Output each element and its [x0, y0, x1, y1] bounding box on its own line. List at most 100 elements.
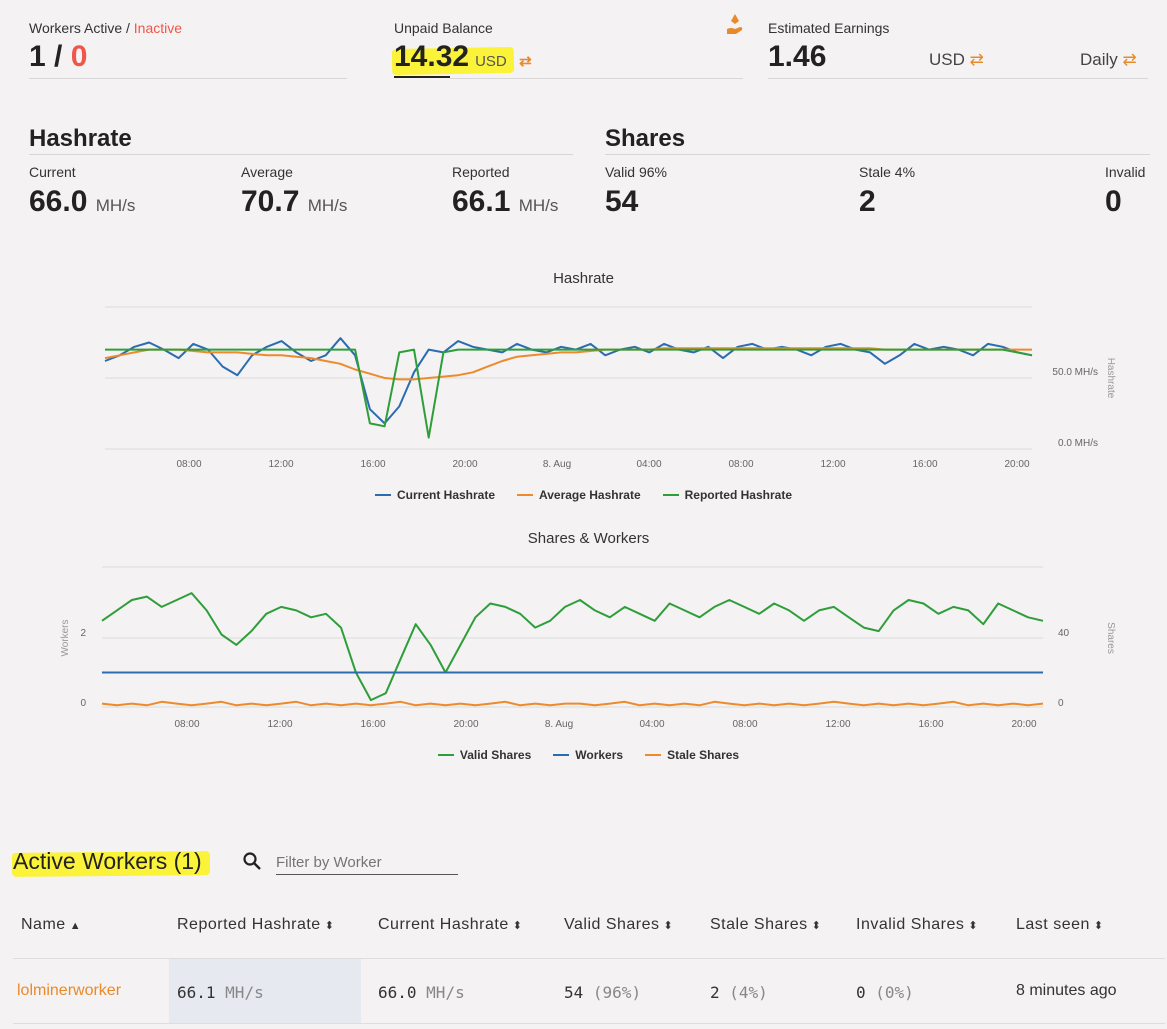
sort-icon[interactable]: ⬍: [324, 920, 335, 932]
column-current-hashrate[interactable]: Current Hashrate ⬍: [378, 916, 523, 933]
x-tick-label: 12:00: [268, 459, 293, 470]
x-tick-label: 20:00: [1011, 719, 1036, 730]
hashrate-average-label: Average: [241, 164, 293, 180]
legend-stale-shares[interactable]: Stale Shares: [645, 748, 739, 762]
divider: [29, 154, 573, 155]
sort-icon[interactable]: ⬍: [968, 920, 979, 932]
cell-valid-shares: 54 (96%): [564, 983, 642, 1002]
series-line-reported-hashrate: [105, 348, 1033, 439]
worker-filter-input[interactable]: [276, 850, 458, 875]
column-valid-shares[interactable]: Valid Shares ⬍: [564, 916, 674, 933]
cell-reported-hashrate: 66.1 MH/s: [177, 983, 264, 1002]
swap-icon[interactable]: ⇄: [519, 53, 532, 70]
hashrate-current-value: 66.0 MH/s: [29, 185, 136, 218]
legend-valid-shares[interactable]: Valid Shares: [437, 748, 531, 762]
hashrate-chart: 08:00 12:00 16:00 20:00 8. Aug 04:00 08:00 12:0…: [104, 306, 1116, 470]
column-invalid-shares[interactable]: Invalid Shares ⬍: [856, 916, 979, 933]
legend-reported-hashrate[interactable]: Reported Hashrate: [662, 488, 792, 502]
divider: [450, 78, 743, 79]
legend-average-hashrate[interactable]: Average Hashrate: [517, 488, 641, 502]
divider: [768, 78, 1148, 79]
x-tick-label: 16:00: [912, 459, 937, 470]
hashrate-current-label: Current: [29, 164, 76, 180]
shares-valid-label: Valid 96%: [605, 164, 668, 180]
swap-icon[interactable]: ⇄: [1122, 50, 1137, 69]
swap-icon[interactable]: ⇄: [969, 50, 984, 69]
series-line-current-hashrate: [104, 337, 1033, 425]
hashrate-average-value: 70.7 MH/s: [241, 185, 348, 218]
divider: [605, 154, 1150, 155]
shares-chart-title: Shares & Workers: [527, 530, 650, 547]
unpaid-balance-label: Unpaid Balance: [394, 20, 493, 36]
x-tick-label: 04:00: [639, 719, 664, 730]
workers-inactive-label: Inactive: [133, 20, 183, 36]
x-tick-label: 12:00: [820, 459, 845, 470]
y-axis-label: Hashrate: [1105, 358, 1116, 399]
shares-stale-label: Stale 4%: [859, 164, 916, 180]
cell-current-hashrate: 66.0 MH/s: [378, 983, 465, 1002]
x-tick-label: 20:00: [452, 459, 477, 470]
legend-workers[interactable]: Workers: [553, 748, 623, 762]
sort-icon[interactable]: ⬍: [811, 920, 822, 932]
x-tick-label: 12:00: [825, 719, 850, 730]
hashrate-legend: Current Hashrate Average Hashrate Report…: [0, 488, 1167, 502]
hashrate-chart-title: Hashrate: [553, 270, 614, 287]
sort-icon[interactable]: ⬍: [512, 920, 523, 932]
legend-current-hashrate[interactable]: Current Hashrate: [374, 488, 495, 502]
column-name[interactable]: Name ▲: [21, 916, 82, 933]
table-row[interactable]: [13, 958, 1165, 1024]
shares-invalid-value: 0: [1105, 185, 1122, 218]
column-reported-hashrate[interactable]: Reported Hashrate ⬍: [177, 916, 335, 933]
estimated-earnings-value: 1.46: [768, 40, 827, 73]
sorted-column-highlight: [169, 959, 361, 1023]
worker-name-link[interactable]: lolminerworker: [17, 982, 122, 999]
cell-last-seen: 8 minutes ago: [1016, 982, 1117, 999]
active-workers-title: Active Workers (1): [13, 848, 202, 874]
workers-count: 1 / 0: [29, 40, 88, 73]
x-tick-label: 20:00: [453, 719, 478, 730]
shares-valid-value: 54: [605, 185, 639, 218]
column-stale-shares[interactable]: Stale Shares ⬍: [710, 916, 822, 933]
currency-toggle[interactable]: USD ⇄: [929, 50, 984, 69]
x-tick-label: 20:00: [1004, 459, 1029, 470]
y-tick-label: 2: [80, 628, 86, 639]
cell-invalid-shares: 0 (0%): [856, 983, 914, 1002]
y-tick-label: 40: [1058, 628, 1070, 639]
series-line-stale-shares: [101, 700, 1044, 707]
period-toggle[interactable]: Daily ⇄: [1080, 50, 1137, 69]
shares-workers-chart: 08:00 12:00 16:00 20:00 8. Aug 04:00 08:00 12:0…: [60, 566, 1116, 730]
y-axis-label-left: Workers: [60, 619, 71, 656]
y-tick-label: 50.0 MH/s: [1052, 367, 1098, 378]
cell-stale-shares: 2 (4%): [710, 983, 768, 1002]
y-tick-label: 0: [1058, 698, 1064, 709]
column-last-seen[interactable]: Last seen ⬍: [1016, 916, 1104, 933]
sort-icon[interactable]: ⬍: [663, 920, 674, 932]
x-tick-label: 08:00: [732, 719, 757, 730]
x-tick-label: 16:00: [360, 719, 385, 730]
series-line-valid-shares: [101, 592, 1044, 702]
workers-inactive-count: 0: [70, 40, 88, 73]
sort-asc-icon[interactable]: ▲: [69, 920, 82, 932]
workers-active-label: Workers Active / Inactive: [29, 20, 183, 36]
x-tick-label: 08:00: [728, 459, 753, 470]
x-tick-label: 08:00: [176, 459, 201, 470]
payout-hand-icon[interactable]: [726, 13, 744, 37]
x-tick-label: 16:00: [918, 719, 943, 730]
sort-icon[interactable]: ⬍: [1093, 920, 1104, 932]
hashrate-reported-value: 66.1 MH/s: [452, 185, 559, 218]
y-tick-label: 0: [80, 698, 86, 709]
y-axis-label-right: Shares: [1105, 622, 1116, 654]
hashrate-title: Hashrate: [29, 125, 132, 152]
search-icon[interactable]: [242, 851, 262, 871]
shares-stale-value: 2: [859, 185, 876, 218]
hashrate-reported-label: Reported: [452, 164, 510, 180]
shares-title: Shares: [605, 125, 686, 152]
unpaid-balance-value: 14.32 USD ⇄: [394, 40, 532, 73]
x-tick-label: 16:00: [360, 459, 385, 470]
shares-legend: Valid Shares Workers Stale Shares: [0, 748, 1167, 762]
x-tick-label: 08:00: [174, 719, 199, 730]
x-tick-label: 04:00: [636, 459, 661, 470]
series-line-average-hashrate: [104, 347, 1032, 381]
estimated-earnings-label: Estimated Earnings: [768, 20, 890, 36]
divider: [394, 76, 450, 78]
